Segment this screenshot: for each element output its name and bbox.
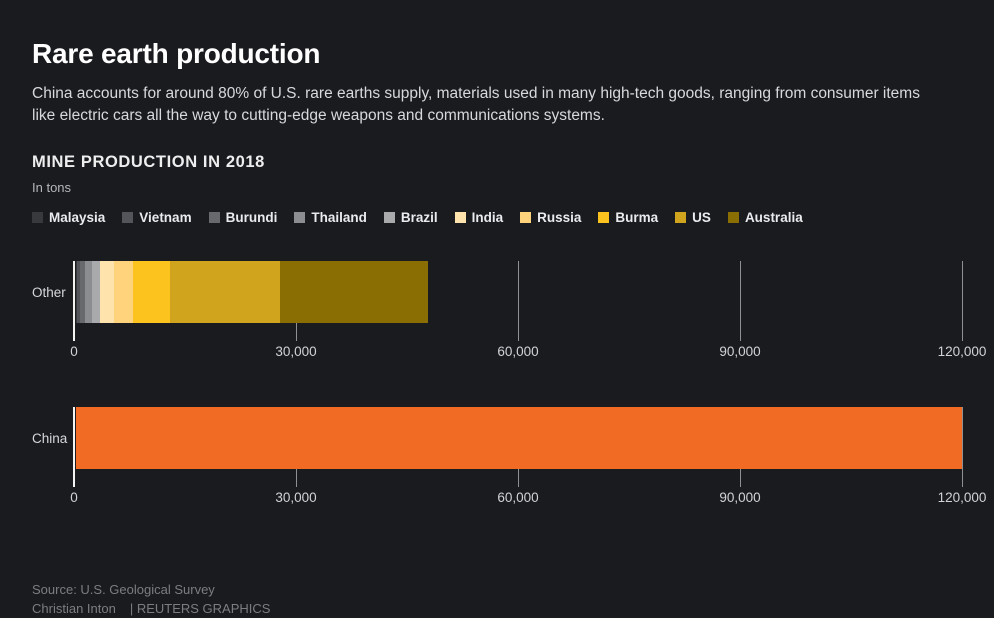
bar-segment-russia [113,261,133,323]
axis-tick-label: 90,000 [719,490,761,505]
plot-area [73,261,963,341]
plot-area [73,407,963,487]
page-title: Rare earth production [32,38,321,69]
credit-line: Christian Inton | REUTERS GRAPHICS [32,599,962,618]
legend-swatch-icon [727,212,739,223]
legend-swatch-icon [454,212,466,223]
legend-item-vietnam: Vietnam [122,210,192,225]
bar-segment-thailand [84,261,93,323]
row-label: China [32,430,68,446]
legend-label: Thailand [311,210,367,225]
legend-label: Russia [537,210,582,225]
bar-segment-india [100,261,114,323]
legend-swatch-icon [598,212,610,223]
source-line: Source: U.S. Geological Survey [32,582,215,597]
gridline-tick [962,261,963,341]
axis-zero-line [73,407,75,487]
axis-tick-label: 120,000 [937,490,987,505]
bar-track [76,261,962,323]
bar-segment-burma [132,261,170,323]
gridline-tick [518,261,519,341]
legend-swatch-icon [383,212,395,223]
axis-tick-label: 120,000 [937,344,987,359]
legend-swatch-icon [675,212,687,223]
bar-segment-brazil [92,261,101,323]
page-subtitle: China accounts for around 80% of U.S. ra… [32,85,920,124]
bar-segment-vietnam [77,261,81,323]
legend-item-thailand: Thailand [294,210,367,225]
legend-swatch-icon [520,212,532,223]
legend-item-brazil: Brazil [383,210,438,225]
bar-segment-us [169,261,281,323]
axis-tick-label: 0 [70,490,78,505]
charts-container: Other 0 30,000 60,000 90,000 120,000 China 0 30,… [32,261,986,507]
legend-label: India [471,210,504,225]
legend-item-australia: Australia [727,210,803,225]
credit-brand: | REUTERS GRAPHICS [129,601,271,616]
chart-section-heading: MINE PRODUCTION IN 2018 [32,153,265,171]
legend-swatch-icon [122,212,134,223]
axis-tick-label: 30,000 [275,490,317,505]
legend-label: Malaysia [49,210,106,225]
bar-segment-burundi [80,261,85,323]
legend-item-burundi: Burundi [208,210,278,225]
bar-chart-china: China 0 30,000 60,000 90,000 120,000 [32,407,986,507]
legend: Malaysia Vietnam Burundi Thailand Brazil Indi… [32,210,962,225]
legend-label: Vietnam [139,210,192,225]
legend-label: Australia [744,210,803,225]
legend-label: Burundi [225,210,278,225]
legend-swatch-icon [208,212,220,223]
axis-zero-line [73,261,75,341]
legend-item-malaysia: Malaysia [32,210,105,225]
unit-label: In tons [32,180,72,195]
legend-item-us: US [675,210,711,225]
legend-item-india: India [454,210,504,225]
legend-item-burma: Burma [598,210,658,225]
legend-item-russia: Russia [520,210,581,225]
credit-author: Christian Inton [32,601,116,616]
axis-tick-label: 30,000 [275,344,317,359]
x-axis-labels: 0 30,000 60,000 90,000 120,000 [70,489,986,507]
bar-segment-malaysia [76,261,78,323]
gridline-tick [962,407,963,487]
legend-label: Brazil [400,210,438,225]
gridline-tick [740,261,741,341]
x-axis-labels: 0 30,000 60,000 90,000 120,000 [70,343,986,361]
footer: Source: U.S. Geological Survey Christian… [32,580,962,618]
legend-label: US [692,210,711,225]
axis-tick-label: 60,000 [497,490,539,505]
bar-track [76,407,962,469]
axis-tick-label: 60,000 [497,344,539,359]
legend-label: Burma [615,210,659,225]
bar-segment-australia [280,261,429,323]
bar-chart-other: Other 0 30,000 60,000 90,000 120,000 [32,261,986,361]
axis-tick-label: 90,000 [719,344,761,359]
bar-segment-china [76,407,962,469]
legend-swatch-icon [294,212,306,223]
legend-swatch-icon [32,212,43,223]
axis-tick-label: 0 [70,344,78,359]
row-label: Other [32,284,66,300]
